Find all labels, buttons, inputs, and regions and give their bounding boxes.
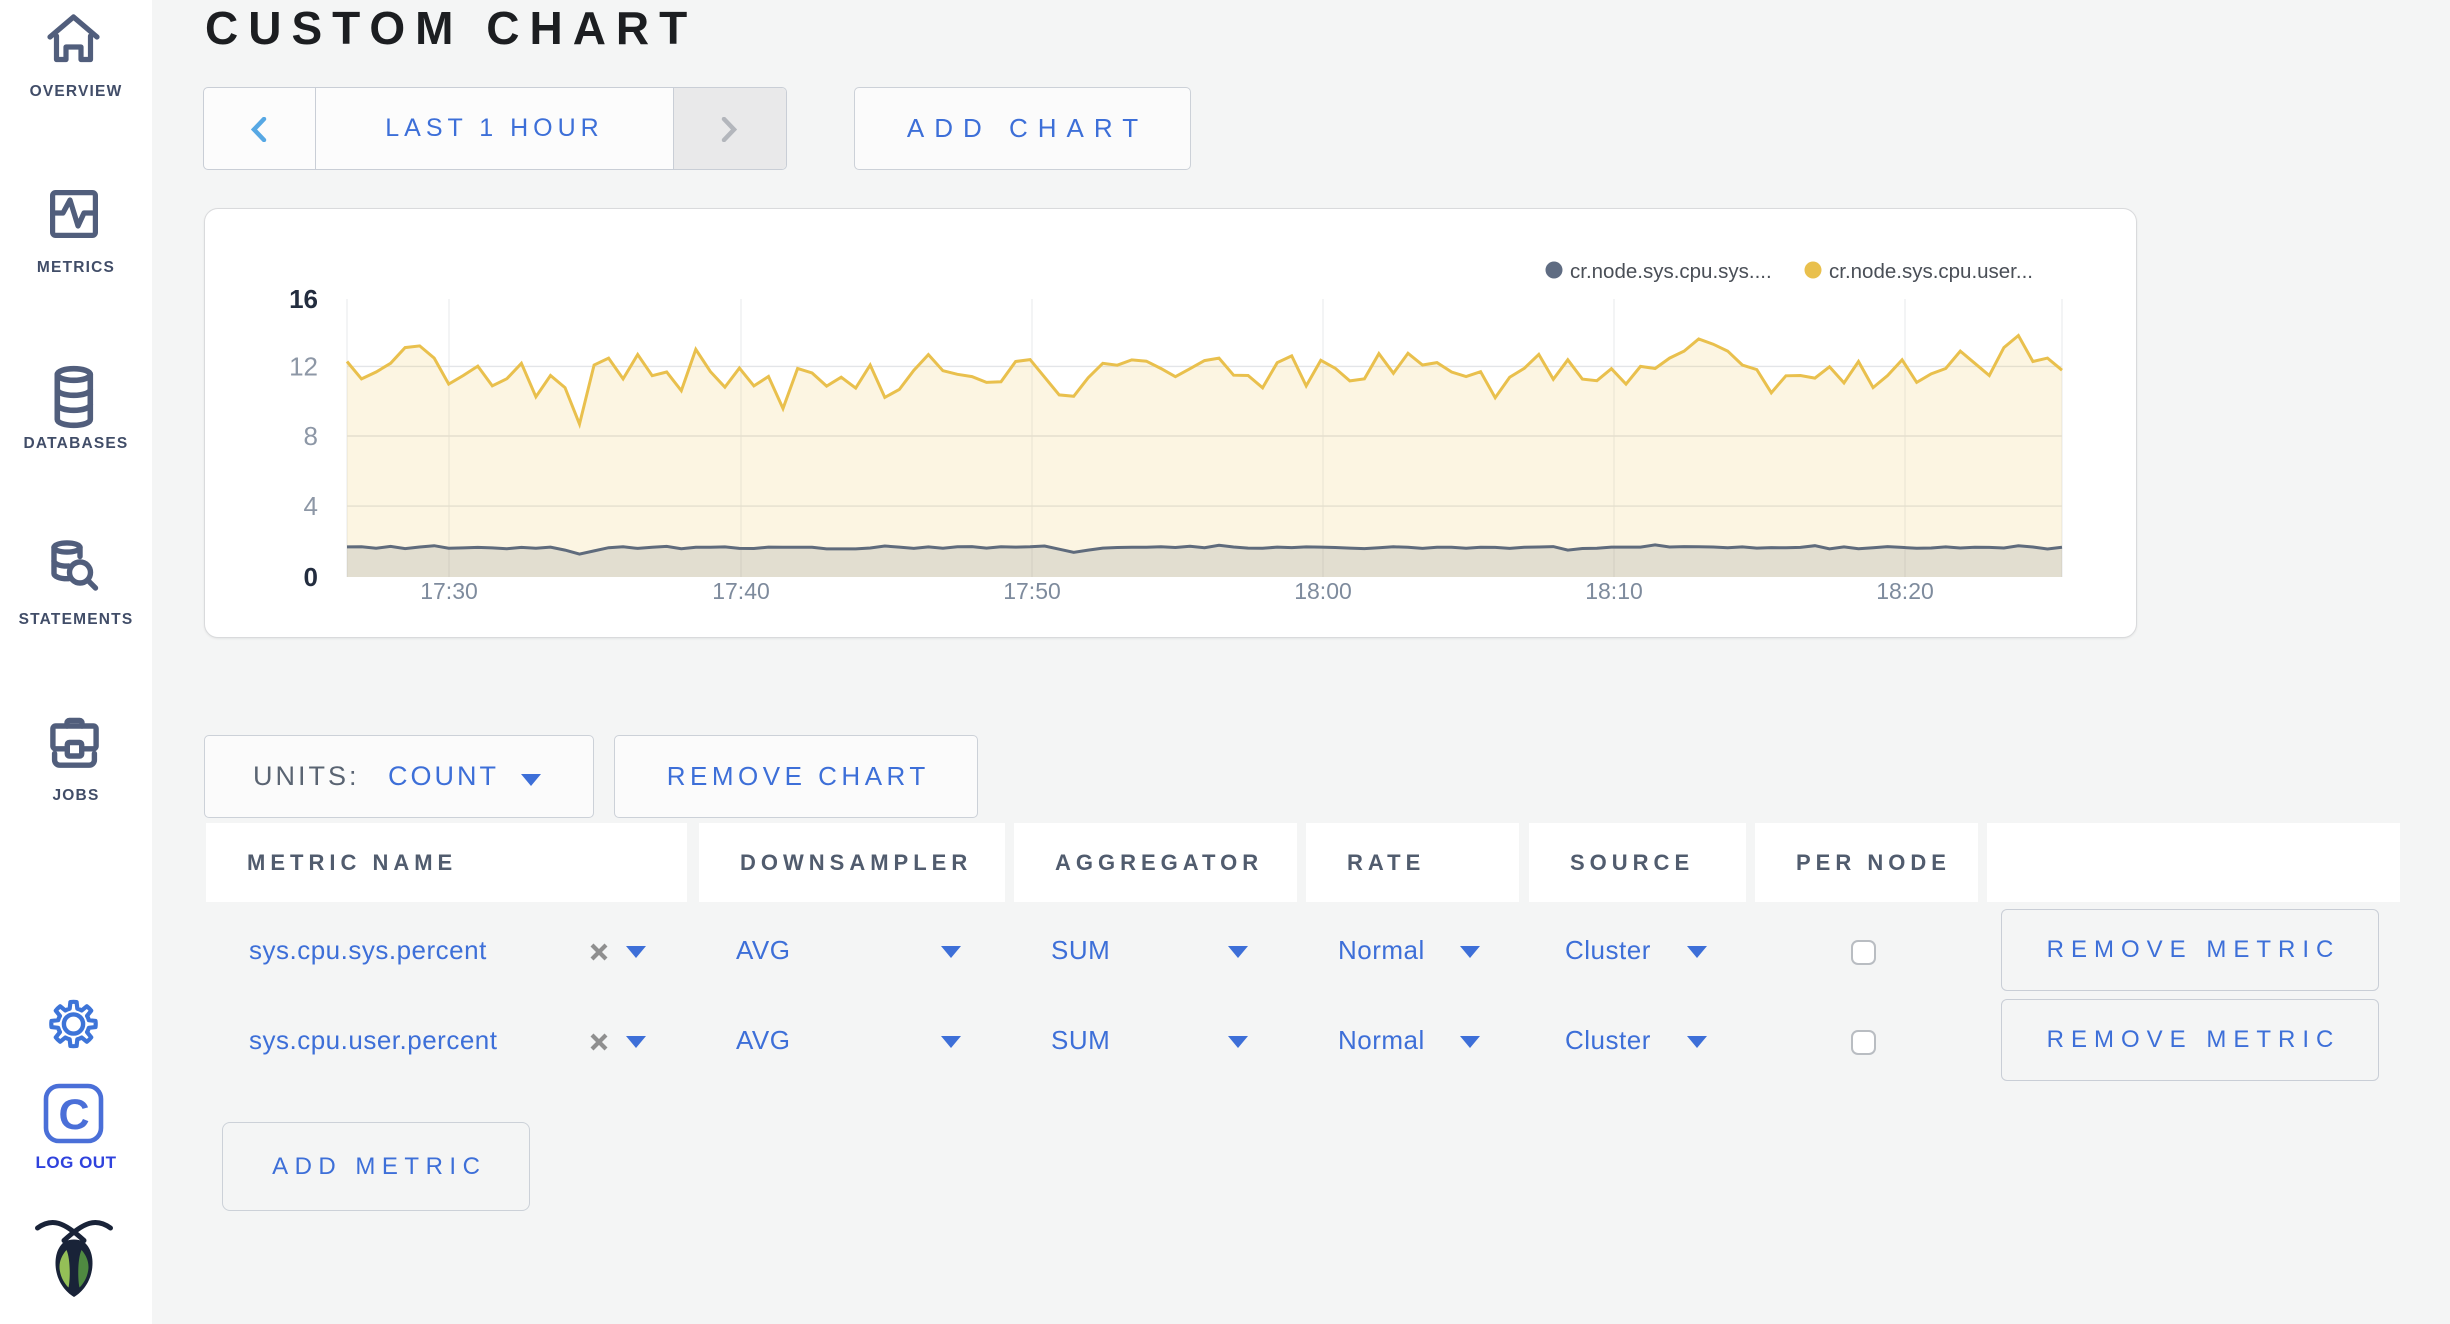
svg-text:8: 8 [304,421,318,451]
svg-text:12: 12 [289,351,318,381]
svg-text:18:00: 18:00 [1294,578,1352,604]
svg-text:17:40: 17:40 [712,578,770,604]
svg-text:cr.node.sys.cpu.user...: cr.node.sys.cpu.user... [1829,260,2033,283]
svg-text:cr.node.sys.cpu.sys....: cr.node.sys.cpu.sys.... [1570,260,1772,283]
svg-text:17:30: 17:30 [420,578,478,604]
svg-text:18:10: 18:10 [1585,578,1643,604]
svg-text:18:20: 18:20 [1876,578,1934,604]
svg-text:4: 4 [304,491,318,521]
svg-text:16: 16 [289,284,318,314]
svg-text:C: C [58,1091,89,1139]
svg-text:0: 0 [304,562,318,592]
svg-text:17:50: 17:50 [1003,578,1061,604]
